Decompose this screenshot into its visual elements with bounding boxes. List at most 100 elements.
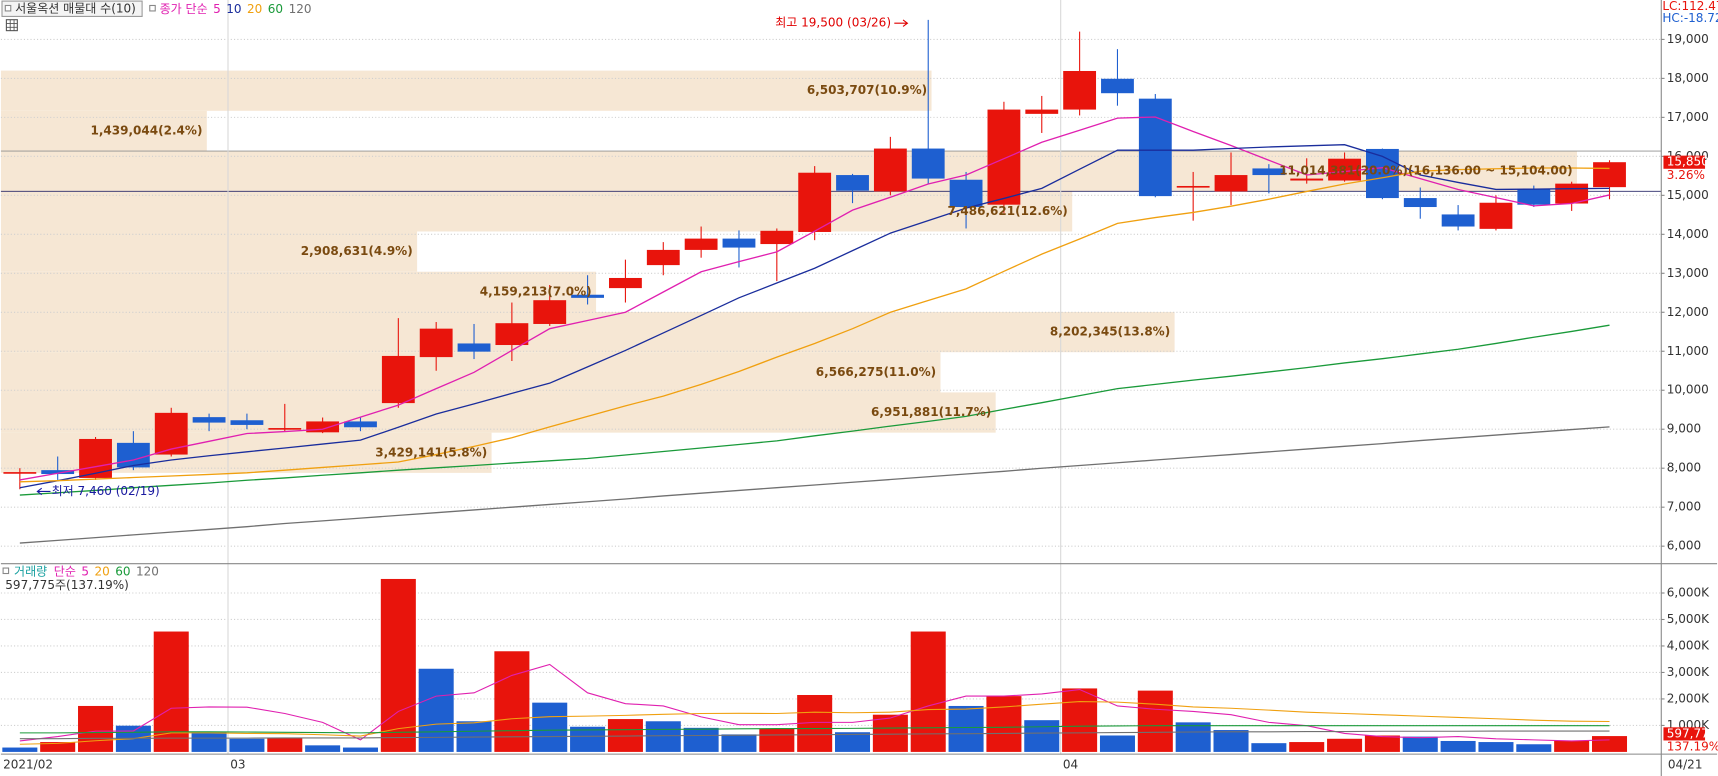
profile-label: 3,429,141(5.8%): [375, 445, 487, 459]
volume-bar: [683, 727, 719, 752]
volume-bar: [1327, 738, 1363, 752]
y-tick-label: 12,000: [1667, 305, 1709, 319]
volume-bar: [721, 734, 757, 752]
marks-layer: [2, 19, 1628, 752]
legend-entry: 60: [115, 564, 130, 578]
volume-bar: [645, 721, 681, 752]
y-tick-label: 14,000: [1667, 227, 1709, 241]
candle-body: [495, 323, 529, 346]
candle-body: [3, 472, 37, 474]
profile-label: 2,908,631(4.9%): [301, 244, 413, 258]
lc-label: LC:112.47: [1662, 0, 1718, 13]
candle-body: [192, 417, 226, 423]
legend-title: 거래량: [14, 564, 47, 578]
volume-bar: [1289, 742, 1325, 752]
candle-body: [911, 148, 945, 179]
profile-label: 4,159,213(7.0%): [480, 284, 592, 298]
legend: 거래량 단순 5 20 60 120: [14, 564, 159, 578]
ma-line: [19, 701, 1610, 745]
volume-bar: [342, 747, 378, 752]
legend-prefix: 종가 단순: [160, 1, 208, 15]
candle-body: [419, 328, 453, 358]
legend-entry: 120: [136, 564, 159, 578]
high-annotation: 최고 19,500 (03/26): [775, 16, 891, 30]
volume-bar: [1024, 720, 1060, 752]
ma-line: [19, 116, 1610, 481]
ma-line: [19, 426, 1610, 544]
volume-bar: [418, 668, 454, 752]
candle-body: [79, 438, 112, 478]
candle-body: [1176, 185, 1210, 188]
chart-title: 서울옥션 매물대 수(10): [15, 1, 136, 15]
y-tick-label: 17,000: [1667, 110, 1709, 124]
candle-body: [1517, 189, 1551, 205]
volume-bar: [948, 705, 984, 752]
candle-body: [1593, 162, 1626, 188]
candle-body: [1214, 175, 1248, 192]
table-icon[interactable]: [5, 19, 18, 32]
legend-entry: 5: [213, 1, 221, 15]
x-tick-label: 03: [230, 758, 245, 772]
volume-bar: [1516, 744, 1552, 752]
volume-profile-layer: [0, 70, 1662, 473]
low-annotation: 최저 7,460 (02/19): [52, 484, 160, 498]
legend: 종가 단순 5 10 20 60 120: [160, 1, 312, 15]
legend-entry: 120: [289, 1, 312, 15]
legend-entry: 20: [94, 564, 109, 578]
volume-bar: [1591, 736, 1628, 752]
volume-bar: [1478, 742, 1514, 752]
y-tick-label: 9,000: [1667, 422, 1701, 436]
candle-body: [684, 238, 718, 250]
candle-body: [798, 172, 832, 232]
volume-bar: [532, 702, 568, 752]
profile-label: 6,503,707(10.9%): [807, 83, 927, 97]
y-tick-label: 5,000K: [1667, 612, 1710, 626]
candle-body: [1403, 198, 1437, 208]
profile-label: 11,014,381(20.0%)(16,136.00 ~ 15,104.00): [1279, 164, 1572, 178]
profile-bar: [0, 70, 932, 111]
legend-icon: [2, 567, 10, 575]
low-arrow: [36, 487, 51, 496]
volume-bar: [1251, 743, 1287, 752]
profile-label: 7,486,621(12.6%): [947, 204, 1067, 218]
y-tick-label: 8,000: [1667, 461, 1701, 475]
volume-bar: [570, 726, 606, 752]
profile-label: 6,566,275(11.0%): [816, 365, 936, 379]
candle-body: [1441, 214, 1475, 227]
volume-bar: [153, 631, 189, 752]
candle-body: [1252, 168, 1286, 176]
candle-body: [1101, 78, 1134, 94]
candle-body: [1290, 178, 1324, 181]
price-tag: [1663, 727, 1706, 741]
volume-bar: [1440, 740, 1476, 752]
profile-bar: [0, 392, 996, 433]
y-tick-label: 10,000: [1667, 383, 1709, 397]
change-label: 3.26%: [1667, 168, 1705, 182]
legend-entry: 10: [226, 1, 241, 15]
profile-bar: [0, 191, 1073, 232]
volume-bar: [986, 696, 1022, 752]
legend-box[interactable]: [1, 0, 143, 17]
volume-bar: [229, 738, 265, 752]
candle-body: [1479, 202, 1513, 229]
candle-body: [949, 179, 983, 208]
candle-body: [457, 343, 491, 352]
legend-entry: 20: [247, 1, 262, 15]
volume-bar: [191, 732, 227, 752]
volume-bar: [1364, 735, 1400, 752]
candle-body: [571, 294, 604, 298]
profile-bar: [0, 151, 1577, 192]
ma-line: [19, 167, 1610, 483]
volume-bar: [1099, 735, 1135, 752]
profile-label: 6,951,881(11.7%): [871, 405, 991, 419]
candle-body: [41, 470, 75, 475]
candle-body: [381, 355, 415, 404]
candle-body: [1025, 109, 1059, 114]
profile-bar: [0, 271, 597, 312]
candle-body: [306, 421, 340, 433]
y-tick-label: 15,000: [1667, 188, 1709, 202]
volume-bar: [1175, 722, 1211, 752]
candle-body: [268, 428, 302, 430]
volume-status: 597,775주(137.19%): [5, 578, 129, 592]
profile-bar: [0, 352, 941, 393]
